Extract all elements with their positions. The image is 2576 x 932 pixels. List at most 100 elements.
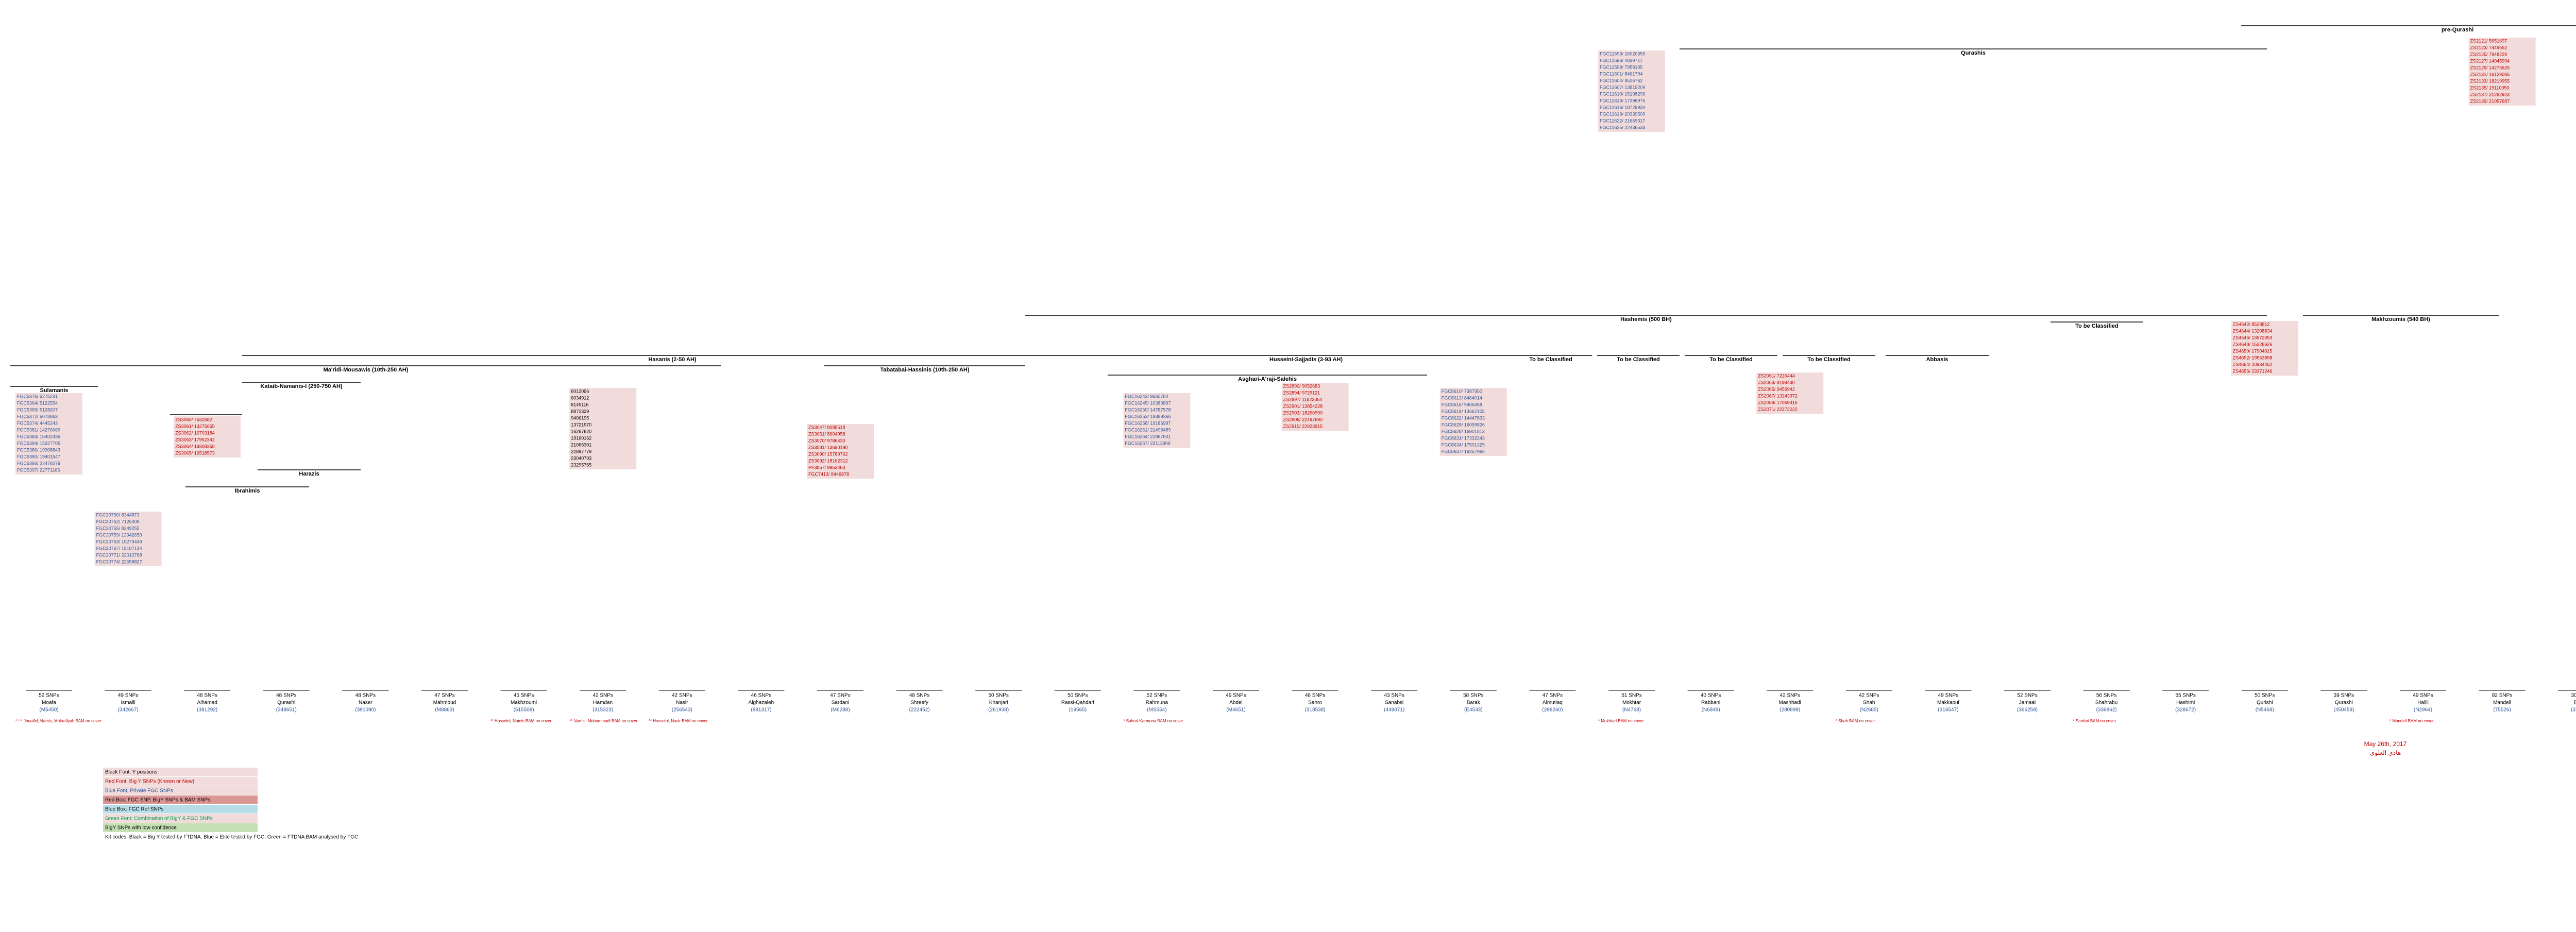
snp-entry: ZS3064/ 19308358 bbox=[175, 444, 215, 449]
snp-entry: FGC11613/ 17396975 bbox=[1600, 98, 1645, 103]
group-label: To be Classified bbox=[1807, 357, 1851, 363]
snp-entry: ZS3065/ 16518573 bbox=[175, 450, 215, 455]
snp-entry: FGC16253/ 18889366 bbox=[1125, 414, 1171, 419]
snp-entry: FGC8619/ 13662105 bbox=[1442, 409, 1485, 414]
snp-entry: ZS3062/ 16703184 bbox=[175, 430, 215, 435]
snp-count: 56 SNPs bbox=[2096, 693, 2116, 699]
legend-text: Red Box: FGC SNP, BigY SNPs & BAM SNPs bbox=[105, 798, 210, 803]
snp-entry: ZS3061/ 13275655 bbox=[175, 423, 215, 429]
group-label: Asghari-A'raji-Salehis bbox=[1238, 376, 1297, 382]
kit-code: (N6848) bbox=[1702, 707, 1720, 713]
snp-entry: ZS2129/ 14276626 bbox=[2470, 65, 2510, 70]
snp-entry: FGC30763/ 15273449 bbox=[96, 539, 142, 544]
group-label: Makhzoumis (540 BH) bbox=[2371, 316, 2430, 323]
snp-entry: FGC5374/ 4445243 bbox=[17, 420, 58, 426]
kit-name: Shreefy bbox=[910, 700, 928, 706]
kit-code: (449071) bbox=[1384, 707, 1404, 713]
snp-entry: ZS2065/ 9456942 bbox=[1758, 386, 1795, 392]
kit-code: (342667) bbox=[118, 707, 139, 713]
group-label: Qurashis bbox=[1961, 50, 1986, 56]
snp-entry: FGC5365/ 5128207 bbox=[17, 407, 58, 412]
snp-entry: FGC8616/ 9406458 bbox=[1442, 402, 1482, 407]
group-label: Sulamanis bbox=[40, 387, 68, 394]
kit-code: (M8863) bbox=[435, 707, 454, 713]
snp-entry: ZS4646/ 13672053 bbox=[2233, 335, 2273, 340]
snp-entry: FGC11607/ 13819204 bbox=[1600, 84, 1645, 90]
kit-code: (298260) bbox=[1542, 707, 1563, 713]
snp-entry: FGC11601/ 8461794 bbox=[1600, 71, 1642, 76]
legend-text: BigY SNPs with low confidence bbox=[105, 825, 177, 831]
kit-name: Makhzoumi bbox=[511, 700, 537, 706]
snp-block bbox=[807, 424, 874, 479]
snp-count: 48 SNPs bbox=[909, 693, 929, 699]
kit-code: (450458) bbox=[2333, 707, 2354, 713]
kit-name: Mokhtar bbox=[1622, 700, 1641, 706]
date: May 26th, 2017 bbox=[2364, 740, 2407, 748]
kit-name: Hashimi bbox=[2176, 700, 2195, 706]
snp-entry: 22897779 bbox=[571, 449, 591, 454]
snp-entry: FGC8625/ 16059826 bbox=[1442, 422, 1485, 427]
kit-name: Shahrabu bbox=[2095, 700, 2117, 706]
snp-entry: FGC30750/ 8344873 bbox=[96, 512, 140, 517]
kit-name: Sardani bbox=[832, 700, 849, 706]
snp-entry: FGC8634/ 17501329 bbox=[1442, 442, 1485, 447]
snp-entry: FGC5372/ 5078863 bbox=[17, 414, 58, 419]
kit-name: Alghazaleh bbox=[749, 700, 774, 706]
snp-entry: ZS2069/ 17059416 bbox=[1758, 400, 1798, 405]
snp-block bbox=[1123, 393, 1191, 448]
snp-count: 50 SNPs bbox=[2255, 693, 2275, 699]
legend-text: Red Font, Big Y SNPs (Known or New) bbox=[105, 779, 194, 785]
kit-code: (222452) bbox=[909, 707, 930, 713]
kit-code: (M4651) bbox=[1226, 707, 1245, 713]
snp-entry: ZS2890/ 9052683 bbox=[1283, 383, 1320, 388]
snp-entry: ZS3081/ 13690190 bbox=[808, 445, 848, 450]
snp-count: 82 SNPs bbox=[2492, 693, 2512, 699]
snp-block bbox=[1439, 388, 1507, 456]
snp-entry: FGC11598/ 7958105 bbox=[1600, 64, 1642, 70]
snp-entry: FGC5381/ 14276669 bbox=[17, 427, 60, 432]
snp-entry: ZS3060/ 7532682 bbox=[175, 417, 212, 422]
kit-name: Makkaoui bbox=[1937, 700, 1959, 706]
kit-code: (328672) bbox=[2175, 707, 2196, 713]
snp-entry: 13721970 bbox=[571, 422, 591, 427]
snp-entry: ZS4652/ 19553898 bbox=[2233, 355, 2273, 360]
group-label: Hashemis (500 BH) bbox=[1620, 316, 1672, 323]
snp-entry: FGC11616/ 18729934 bbox=[1600, 105, 1645, 110]
legend-text: Black Font, Y positions bbox=[105, 770, 157, 775]
snp-block bbox=[1281, 383, 1349, 431]
snp-block bbox=[174, 416, 241, 457]
kit-name: Mandell bbox=[2493, 700, 2511, 706]
snp-block bbox=[2468, 38, 2536, 106]
snp-entry: 21065301 bbox=[571, 442, 591, 447]
group-label: Harazis bbox=[299, 471, 319, 477]
group-label: To be Classified bbox=[2075, 323, 2119, 329]
snp-entry: FGC11593/ 16020350 bbox=[1600, 51, 1645, 56]
snp-count: 52 SNPs bbox=[2017, 693, 2037, 699]
group-label: pre-Qurashi bbox=[2442, 27, 2473, 33]
snp-count: 49 SNPs bbox=[1938, 693, 1958, 699]
kit-code: (N2685) bbox=[1860, 707, 1878, 713]
group-label: To be Classified bbox=[1617, 357, 1660, 363]
snp-entry: ZS3047/ 8088518 bbox=[808, 425, 845, 430]
kit-code: (E4533) bbox=[1464, 707, 1483, 713]
group-label: Husseini-Sajjadis (3-93 AH) bbox=[1269, 357, 1343, 363]
kit-code: (391292) bbox=[197, 707, 217, 713]
kit-code: (M6288) bbox=[831, 707, 850, 713]
snp-count: 50 SNPs bbox=[988, 693, 1008, 699]
snp-entry: FGC11622/ 21669317 bbox=[1600, 118, 1645, 123]
snp-entry: ZS2063/ 8198430 bbox=[1758, 380, 1795, 385]
snp-entry: 23295765 bbox=[571, 462, 591, 467]
kit-code: (280899) bbox=[1780, 707, 1800, 713]
kit-name: Ismaili bbox=[121, 700, 135, 706]
snp-count: 40 SNPs bbox=[1701, 693, 1721, 699]
snp-count: 50 SNPs bbox=[1067, 693, 1088, 699]
group-label: Hasanis (2-50 AH) bbox=[648, 357, 696, 363]
snp-count: 48 SNPs bbox=[276, 693, 296, 699]
snp-entry: ZS2135/ 19110050 bbox=[2470, 85, 2510, 90]
snp-entry: ZS2910/ 22923915 bbox=[1283, 423, 1323, 429]
snp-entry: ZS2067/ 13243372 bbox=[1758, 393, 1798, 398]
kit-name: Nasir bbox=[676, 700, 688, 706]
snp-entry: ZS3092/ 18162312 bbox=[808, 458, 848, 463]
kit-name: Halili bbox=[2417, 700, 2429, 706]
snp-entry: FGC30755/ 8249255 bbox=[96, 526, 140, 531]
